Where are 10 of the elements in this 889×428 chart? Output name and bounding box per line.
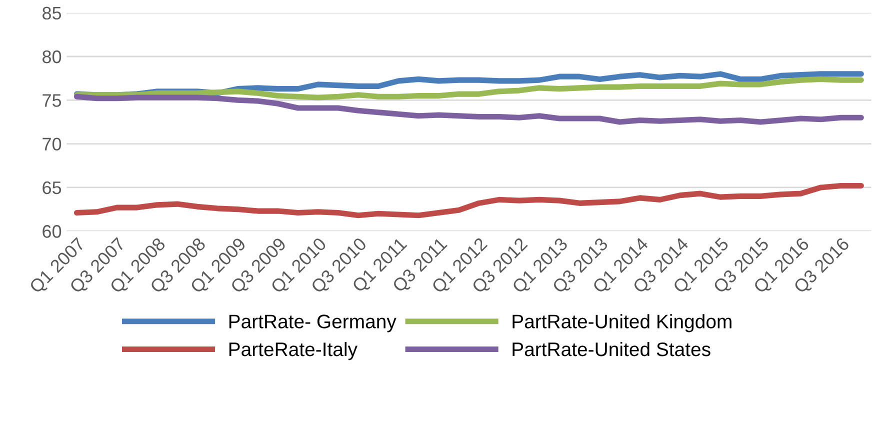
- y-tick-label: 75: [42, 94, 62, 107]
- legend-label: PartRate- Germany: [229, 314, 396, 332]
- legend-label: ParteRate-Italy: [229, 342, 358, 360]
- legend-label: PartRate-United Kingdom: [512, 314, 732, 332]
- y-tick-label: 85: [42, 6, 62, 20]
- y-tick-label: 60: [42, 225, 62, 238]
- y-tick-label: 65: [42, 181, 62, 194]
- y-tick-label: 80: [42, 50, 62, 64]
- legend-label: PartRate-United States: [512, 342, 710, 356]
- y-tick-label: 70: [42, 138, 62, 151]
